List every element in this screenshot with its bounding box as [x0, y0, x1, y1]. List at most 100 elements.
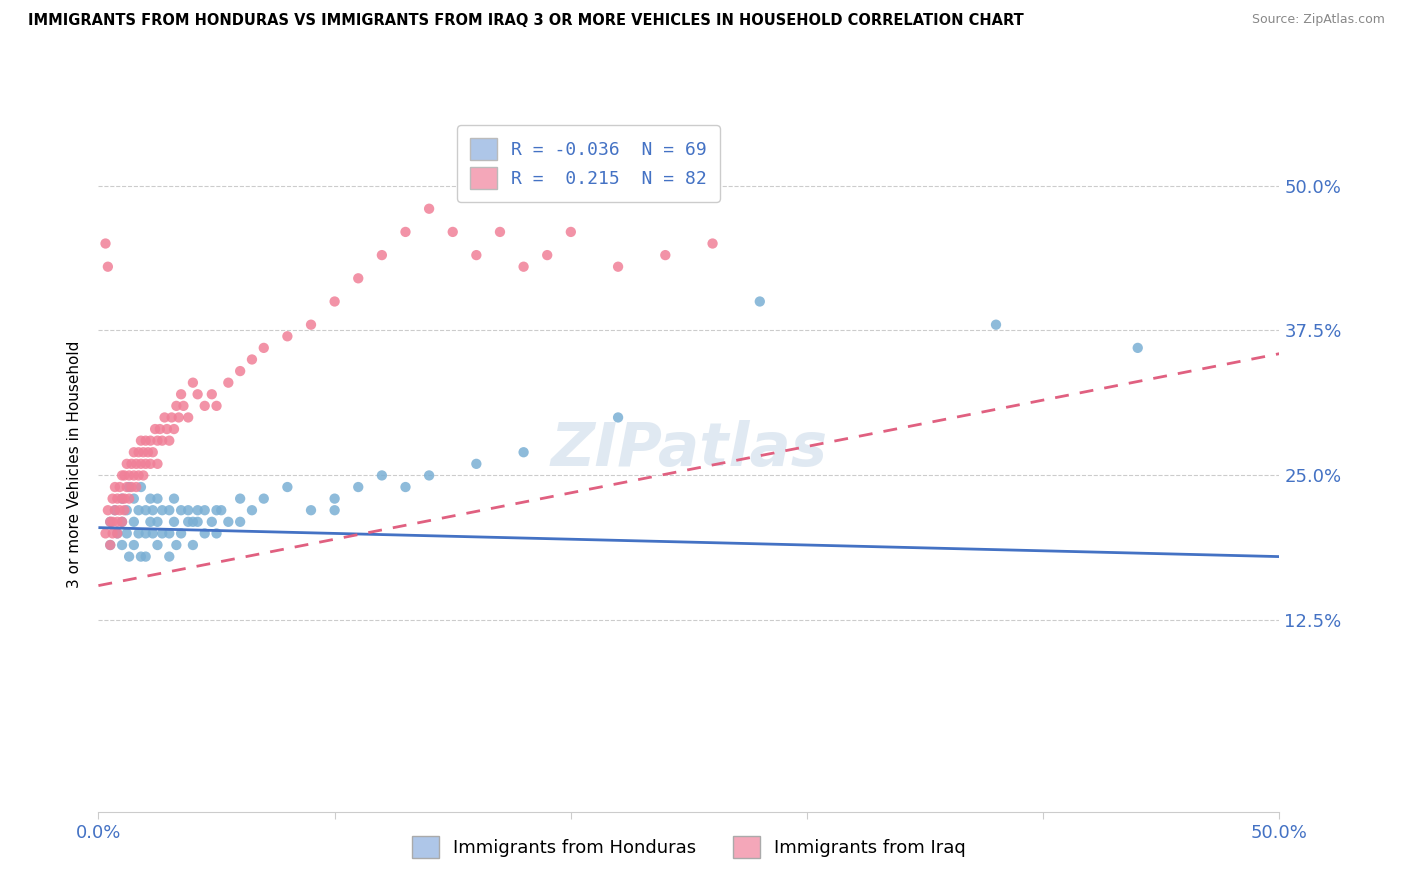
- Point: [229, 364, 252, 378]
- Point: [112, 468, 135, 483]
- Point: [150, 503, 173, 517]
- Point: [111, 538, 134, 552]
- Point: [394, 225, 416, 239]
- Point: [229, 491, 252, 506]
- Text: IMMIGRANTS FROM HONDURAS VS IMMIGRANTS FROM IRAQ 3 OR MORE VEHICLES IN HOUSEHOLD: IMMIGRANTS FROM HONDURAS VS IMMIGRANTS F…: [28, 13, 1024, 29]
- Point: [142, 526, 165, 541]
- Point: [94, 236, 117, 251]
- Point: [98, 538, 121, 552]
- Point: [299, 318, 322, 332]
- Point: [128, 445, 150, 459]
- Point: [150, 434, 173, 448]
- Text: Source: ZipAtlas.com: Source: ZipAtlas.com: [1251, 13, 1385, 27]
- Point: [157, 526, 180, 541]
- Point: [465, 248, 488, 262]
- Point: [128, 468, 150, 483]
- Point: [129, 549, 152, 564]
- Point: [139, 457, 162, 471]
- Point: [128, 503, 150, 517]
- Point: [418, 468, 440, 483]
- Point: [229, 515, 252, 529]
- Point: [748, 294, 770, 309]
- Point: [101, 491, 124, 506]
- Point: [97, 503, 120, 517]
- Point: [98, 538, 121, 552]
- Point: [146, 457, 169, 471]
- Point: [181, 515, 204, 529]
- Point: [394, 480, 416, 494]
- Point: [118, 468, 141, 483]
- Point: [122, 468, 145, 483]
- Point: [1126, 341, 1149, 355]
- Point: [205, 503, 228, 517]
- Point: [146, 515, 169, 529]
- Point: [165, 538, 187, 552]
- Point: [194, 503, 217, 517]
- Point: [98, 515, 121, 529]
- Point: [253, 491, 276, 506]
- Point: [177, 410, 200, 425]
- Point: [160, 410, 183, 425]
- Point: [115, 526, 138, 541]
- Point: [122, 491, 145, 506]
- Point: [105, 491, 128, 506]
- Point: [157, 549, 180, 564]
- Point: [560, 225, 582, 239]
- Point: [465, 457, 488, 471]
- Point: [170, 526, 193, 541]
- Point: [276, 480, 298, 494]
- Point: [105, 526, 128, 541]
- Point: [240, 503, 263, 517]
- Point: [121, 457, 143, 471]
- Y-axis label: 3 or more Vehicles in Household: 3 or more Vehicles in Household: [67, 340, 83, 588]
- Point: [115, 480, 138, 494]
- Point: [217, 515, 239, 529]
- Point: [139, 491, 162, 506]
- Point: [512, 260, 534, 274]
- Point: [177, 503, 200, 517]
- Point: [240, 352, 263, 367]
- Point: [111, 468, 134, 483]
- Point: [201, 515, 224, 529]
- Point: [136, 445, 159, 459]
- Point: [135, 549, 157, 564]
- Point: [153, 410, 176, 425]
- Point: [170, 503, 193, 517]
- Point: [115, 457, 138, 471]
- Point: [371, 468, 394, 483]
- Point: [121, 480, 143, 494]
- Point: [371, 248, 394, 262]
- Point: [146, 538, 169, 552]
- Point: [122, 515, 145, 529]
- Point: [118, 549, 141, 564]
- Point: [323, 503, 346, 517]
- Point: [142, 445, 165, 459]
- Point: [181, 538, 204, 552]
- Point: [139, 434, 162, 448]
- Point: [150, 526, 173, 541]
- Point: [104, 503, 127, 517]
- Point: [146, 434, 169, 448]
- Point: [157, 434, 180, 448]
- Point: [112, 503, 135, 517]
- Point: [194, 526, 217, 541]
- Point: [122, 445, 145, 459]
- Point: [187, 503, 209, 517]
- Point: [111, 515, 134, 529]
- Point: [143, 422, 166, 436]
- Point: [132, 468, 155, 483]
- Point: [142, 503, 165, 517]
- Point: [108, 480, 131, 494]
- Point: [170, 387, 193, 401]
- Point: [157, 503, 180, 517]
- Point: [98, 515, 121, 529]
- Point: [105, 526, 128, 541]
- Point: [104, 480, 127, 494]
- Point: [205, 399, 228, 413]
- Point: [135, 434, 157, 448]
- Point: [209, 503, 232, 517]
- Point: [112, 491, 135, 506]
- Point: [146, 491, 169, 506]
- Point: [97, 260, 120, 274]
- Point: [607, 260, 630, 274]
